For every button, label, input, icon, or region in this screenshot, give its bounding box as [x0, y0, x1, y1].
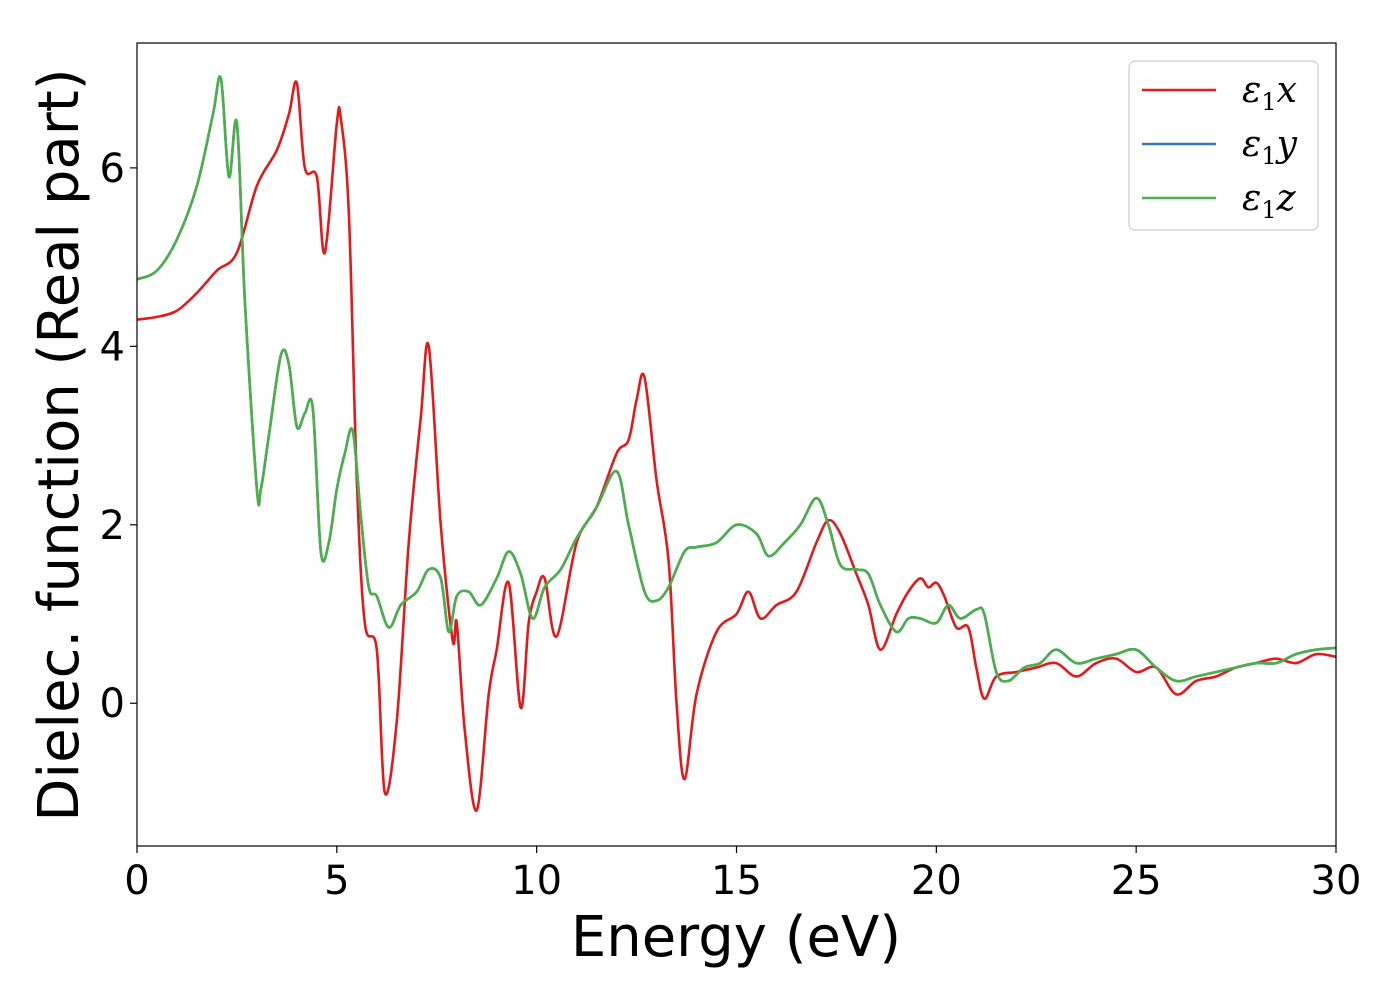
- legend-label-component: y: [1275, 124, 1298, 165]
- series-line-z: [137, 75, 1336, 683]
- legend-label: ε1x: [1242, 70, 1297, 116]
- legend-label-subscript: 1: [1261, 196, 1276, 224]
- x-tick-label: 0: [124, 858, 149, 904]
- legend-label-component: x: [1277, 70, 1297, 111]
- x-tick-label: 20: [911, 858, 962, 904]
- legend-label-base: ε: [1242, 178, 1261, 219]
- x-tick-label: 30: [1311, 858, 1362, 904]
- series-line-x: [137, 80, 1336, 812]
- series-lines: [137, 75, 1336, 812]
- legend-label: ε1y: [1242, 124, 1298, 170]
- legend-label-subscript: 1: [1261, 142, 1276, 170]
- x-tick-label: 10: [511, 858, 562, 904]
- x-axis-ticks: 0 5 10 15 20 25 30: [124, 846, 1361, 904]
- x-tick-label: 15: [711, 858, 762, 904]
- y-tick-label: 6: [100, 146, 125, 192]
- legend-label: ε1z: [1242, 178, 1297, 224]
- legend-label-base: ε: [1242, 70, 1261, 111]
- y-tick-label: 4: [100, 324, 125, 370]
- x-tick-label: 25: [1111, 858, 1162, 904]
- legend-label-subscript: 1: [1261, 88, 1276, 116]
- legend-label-base: ε: [1242, 124, 1261, 165]
- legend-label-component: z: [1276, 178, 1297, 219]
- y-tick-label: 0: [100, 681, 125, 727]
- y-tick-label: 2: [100, 503, 125, 549]
- legend-box: [1128, 60, 1319, 231]
- x-axis-label: Energy (eV): [571, 905, 901, 970]
- y-axis-label: Dielec. function (Real part): [27, 68, 92, 821]
- y-axis-ticks: 0 2 4 6: [100, 146, 137, 727]
- x-tick-label: 5: [324, 858, 349, 904]
